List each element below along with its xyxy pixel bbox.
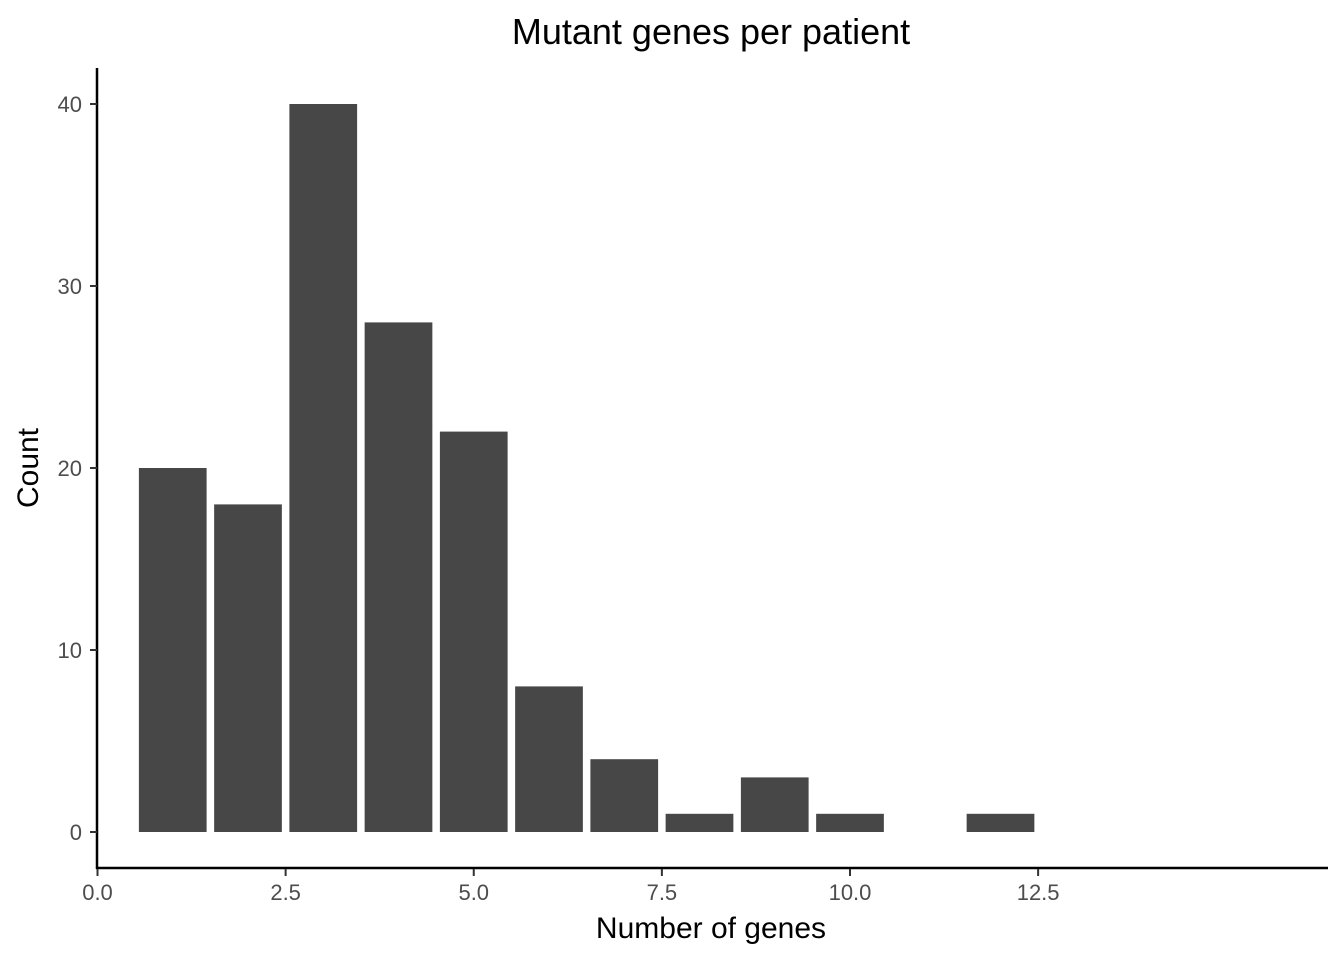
y-tick-label: 40 — [58, 92, 82, 117]
x-tick-label: 0.0 — [82, 880, 113, 905]
x-axis-ticks: 0.0 2.5 5.0 7.5 10.0 12.5 — [82, 869, 1060, 905]
bar-x-6 — [515, 686, 583, 832]
x-axis-label: Number of genes — [596, 912, 826, 945]
bar-x-3 — [289, 104, 358, 832]
y-tick-label: 10 — [58, 638, 82, 663]
bars-group — [138, 104, 1035, 832]
bar-x-8 — [665, 813, 734, 832]
x-tick-label: 5.0 — [458, 880, 489, 905]
bar-x-9 — [740, 777, 809, 832]
y-tick-label: 0 — [70, 820, 82, 845]
x-tick-label: 2.5 — [270, 880, 301, 905]
y-tick-label: 30 — [58, 274, 82, 299]
bar-x-4 — [364, 322, 433, 832]
chart-title: Mutant genes per patient — [512, 11, 910, 52]
x-tick-label: 7.5 — [647, 880, 678, 905]
y-axis-ticks: 0 10 20 30 40 — [58, 92, 97, 845]
x-tick-label: 12.5 — [1017, 880, 1060, 905]
bar-x-10 — [816, 813, 884, 832]
bar-x-1 — [138, 468, 207, 832]
bar-x-5 — [439, 431, 508, 832]
x-tick-label: 10.0 — [829, 880, 872, 905]
y-tick-label: 20 — [58, 456, 82, 481]
bar-x-12 — [966, 813, 1035, 832]
bar-x-7 — [590, 759, 659, 832]
bar-x-2 — [214, 504, 282, 832]
y-axis-label: Count — [12, 427, 45, 508]
